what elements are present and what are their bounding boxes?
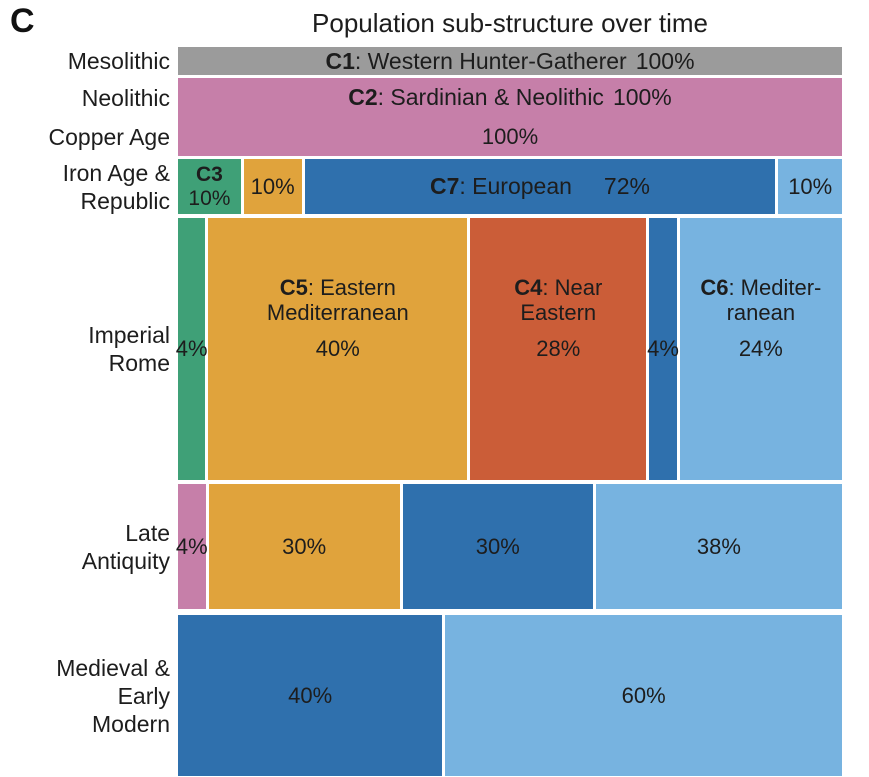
row-label-line: Imperial bbox=[88, 322, 170, 348]
segment-mesolithic-c1: C1: Western Hunter-Gatherer 100% bbox=[178, 47, 842, 75]
cluster-id: C4 bbox=[514, 275, 543, 300]
cluster-name-line: C6: Mediter- bbox=[680, 275, 842, 300]
row-label-line: Late bbox=[125, 519, 170, 546]
segment-medieval-early-modern-c7: 40% bbox=[178, 615, 443, 776]
row-label-iron-age-republic: Iron Age & Republic bbox=[0, 159, 170, 214]
segment-label: C7: European 72% bbox=[430, 173, 650, 200]
row-label-line: Early bbox=[117, 682, 170, 709]
cluster-id: C5 bbox=[279, 275, 308, 300]
chart-title: Population sub-structure over time bbox=[312, 8, 708, 38]
segment-pct: 4% bbox=[175, 336, 208, 361]
bar-medieval-early-modern: 40% 60% bbox=[178, 615, 842, 776]
bar-imperial-rome: 4% C5: Eastern Mediterranean 40% C4: Near Eas… bbox=[175, 218, 843, 480]
row-label-line: Antiquity bbox=[81, 547, 170, 574]
segment-neolithic-c2: C2: Sardinian & Neolithic 100% bbox=[178, 78, 842, 117]
cluster-name-line: ranean bbox=[726, 300, 796, 325]
segment-imperial-rome-c7: 4% bbox=[647, 218, 679, 480]
bar-iron-age-republic: C3 10% 10% C7: European 72% 10% bbox=[178, 159, 842, 214]
row-label-line: Rome bbox=[108, 350, 170, 376]
segment-label: C1: Western Hunter-Gatherer 100% bbox=[325, 48, 694, 75]
segment-pct: 28% bbox=[536, 336, 581, 361]
segment-pct: 30% bbox=[475, 533, 520, 559]
segment-copper-age-c2: 100% bbox=[178, 117, 842, 156]
row-label-neolithic: Neolithic bbox=[0, 78, 170, 117]
segment-pct: 10% bbox=[250, 173, 295, 199]
segment-late-antiquity-c5: 30% bbox=[208, 484, 400, 609]
row-label-imperial-rome: Imperial Rome bbox=[0, 218, 170, 480]
cluster-id: C2 bbox=[348, 84, 378, 110]
cluster-name-line: Mediterranean bbox=[266, 300, 409, 325]
cluster-name: : Eastern bbox=[307, 275, 396, 300]
row-label-line: Medieval & bbox=[56, 654, 170, 681]
segment-late-antiquity-c2: 4% bbox=[175, 484, 208, 609]
segment-pct: 72% bbox=[603, 173, 650, 199]
panel-letter: C bbox=[10, 2, 35, 40]
segment-pct: 40% bbox=[288, 682, 333, 708]
row-label-late-antiquity: Late Antiquity bbox=[0, 484, 170, 609]
segment-label: C4: Near Eastern bbox=[470, 275, 646, 325]
segment-label: C2: Sardinian & Neolithic 100% bbox=[348, 84, 672, 111]
segment-iron-age-republic-c5: 10% bbox=[243, 159, 302, 214]
cluster-name-line: C4: Near bbox=[470, 275, 646, 300]
segment-imperial-rome-c6: C6: Mediter-ranean 24% bbox=[679, 218, 843, 480]
cluster-id: C6 bbox=[700, 275, 729, 300]
segment-late-antiquity-c6: 38% bbox=[595, 484, 843, 609]
segment-medieval-early-modern-c6: 60% bbox=[445, 615, 842, 776]
segment-label: C6: Mediter-ranean bbox=[680, 275, 842, 325]
cluster-name: : Western Hunter-Gatherer bbox=[354, 47, 627, 74]
row-label-line: Republic bbox=[80, 187, 171, 214]
segment-iron-age-republic-c6: 10% bbox=[778, 159, 842, 214]
row-label-line: Mesolithic bbox=[67, 48, 170, 74]
segment-imperial-rome-c5: C5: Eastern Mediterranean 40% bbox=[208, 218, 468, 480]
segment-pct: 100% bbox=[612, 84, 672, 110]
cluster-name-line: C5: Eastern bbox=[208, 275, 467, 300]
bar-copper-age: 100% bbox=[178, 117, 842, 156]
cluster-id: C1 bbox=[325, 47, 355, 74]
segment-pct: 40% bbox=[315, 336, 360, 361]
segment-pct: 30% bbox=[282, 533, 327, 559]
segment-pct: 4% bbox=[647, 336, 679, 361]
cluster-name-line: Eastern bbox=[520, 300, 597, 325]
segment-iron-age-republic-c7: C7: European 72% bbox=[304, 159, 776, 214]
row-label-mesolithic: Mesolithic bbox=[0, 47, 170, 75]
segment-pct: 100% bbox=[481, 123, 539, 149]
segment-late-antiquity-c7: 30% bbox=[402, 484, 593, 609]
row-label-line: Modern bbox=[92, 710, 170, 737]
cluster-name: : Near bbox=[542, 275, 603, 300]
segment-pct: 4% bbox=[175, 533, 208, 559]
segment-pct: 10% bbox=[788, 173, 833, 199]
segment-pct: 10% bbox=[188, 186, 231, 210]
segment-pct: 100% bbox=[635, 47, 695, 74]
row-label-medieval-early-modern: Medieval & Early Modern bbox=[0, 615, 170, 776]
bar-neolithic: C2: Sardinian & Neolithic 100% bbox=[178, 78, 842, 117]
cluster-name: : Sardinian & Neolithic bbox=[377, 84, 604, 110]
cluster-name: : European bbox=[459, 173, 572, 199]
bar-mesolithic: C1: Western Hunter-Gatherer 100% bbox=[178, 47, 842, 75]
row-label-line: Neolithic bbox=[81, 84, 170, 111]
bar-late-antiquity: 4% 30% 30% 38% bbox=[175, 484, 843, 609]
row-label-line: Copper Age bbox=[48, 123, 170, 150]
segment-pct: 60% bbox=[621, 682, 666, 708]
segment-imperial-rome-c3: 4% bbox=[175, 218, 208, 480]
segment-label: C5: Eastern Mediterranean bbox=[208, 275, 467, 325]
cluster-name: : Mediter- bbox=[728, 275, 822, 300]
segment-imperial-rome-c4: C4: Near Eastern 28% bbox=[470, 218, 647, 480]
cluster-id: C3 bbox=[196, 162, 223, 186]
segment-pct: 38% bbox=[696, 533, 741, 559]
segment-pct: 24% bbox=[738, 336, 783, 361]
cluster-id: C7 bbox=[429, 173, 460, 199]
row-label-copper-age: Copper Age bbox=[0, 117, 170, 156]
segment-iron-age-republic-c3: C3 10% bbox=[178, 159, 241, 214]
row-label-line: Iron Age & bbox=[62, 159, 170, 186]
